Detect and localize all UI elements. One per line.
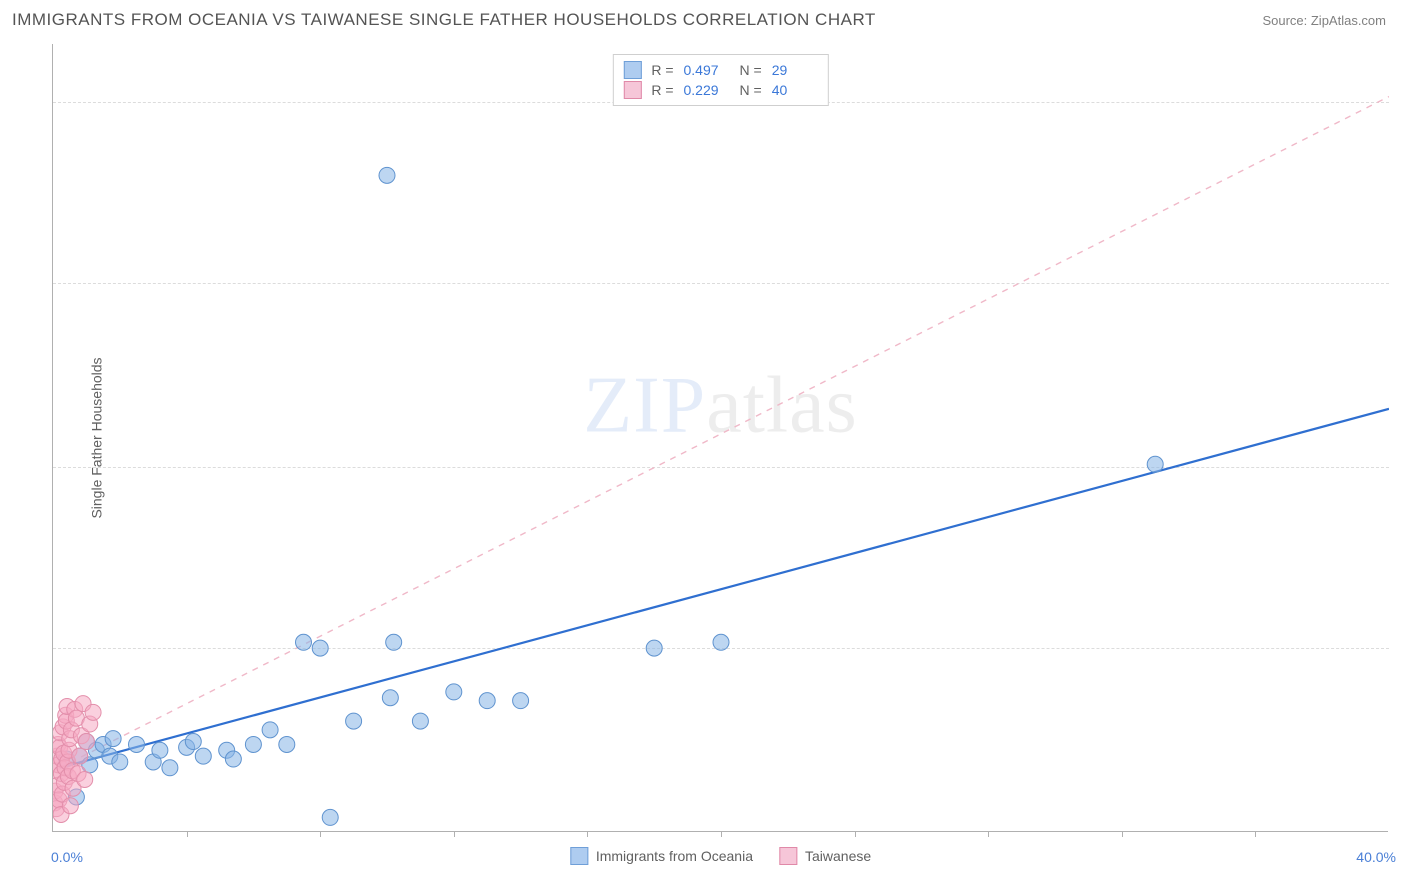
point-oceania [279, 736, 295, 752]
plot-area: ZIPatlas 6.3%12.5%18.8%25.0% R = 0.497 N… [52, 44, 1388, 832]
point-oceania [379, 167, 395, 183]
point-taiwanese [72, 748, 88, 764]
x-min-label: 0.0% [51, 849, 83, 865]
point-oceania [386, 634, 402, 650]
point-oceania [322, 809, 338, 825]
point-oceania [312, 640, 328, 656]
point-oceania [513, 693, 529, 709]
point-oceania [225, 751, 241, 767]
point-oceania [105, 731, 121, 747]
plot-wrapper: Single Father Households ZIPatlas 6.3%12… [52, 44, 1388, 832]
point-taiwanese [62, 798, 78, 814]
legend-label-taiwanese: Taiwanese [805, 848, 871, 864]
r-label-1: R = [651, 62, 673, 78]
stats-row-1: R = 0.497 N = 29 [623, 60, 817, 80]
point-oceania [1147, 456, 1163, 472]
swatch-blue-icon [623, 61, 641, 79]
point-taiwanese [85, 704, 101, 720]
point-taiwanese [78, 734, 94, 750]
source-prefix: Source: [1262, 13, 1310, 28]
x-max-label: 40.0% [1356, 849, 1396, 865]
point-oceania [129, 736, 145, 752]
swatch-pink-icon [623, 81, 641, 99]
point-oceania [245, 736, 261, 752]
scatter-svg [53, 44, 1389, 832]
point-oceania [346, 713, 362, 729]
point-oceania [479, 693, 495, 709]
legend-swatch-pink-icon [779, 847, 797, 865]
legend-item-taiwanese: Taiwanese [779, 847, 871, 865]
legend-item-oceania: Immigrants from Oceania [570, 847, 753, 865]
n-label-1: N = [740, 62, 762, 78]
point-oceania [412, 713, 428, 729]
legend-swatch-blue-icon [570, 847, 588, 865]
stats-row-2: R = 0.229 N = 40 [623, 80, 817, 100]
point-oceania [152, 742, 168, 758]
point-oceania [112, 754, 128, 770]
point-oceania [162, 760, 178, 776]
n-label-2: N = [740, 82, 762, 98]
point-oceania [296, 634, 312, 650]
trend-line [60, 409, 1389, 768]
legend-label-oceania: Immigrants from Oceania [596, 848, 753, 864]
source-label: Source: ZipAtlas.com [1262, 13, 1386, 28]
source-name: ZipAtlas.com [1311, 13, 1386, 28]
r-value-1: 0.497 [684, 62, 730, 78]
point-oceania [382, 690, 398, 706]
chart-title: IMMIGRANTS FROM OCEANIA VS TAIWANESE SIN… [12, 10, 876, 30]
point-oceania [646, 640, 662, 656]
point-taiwanese [77, 771, 93, 787]
point-oceania [195, 748, 211, 764]
trend-line [60, 97, 1389, 768]
point-oceania [446, 684, 462, 700]
r-value-2: 0.229 [684, 82, 730, 98]
stats-legend: R = 0.497 N = 29 R = 0.229 N = 40 [612, 54, 828, 106]
r-label-2: R = [651, 82, 673, 98]
point-oceania [262, 722, 278, 738]
n-value-2: 40 [772, 82, 818, 98]
point-oceania [713, 634, 729, 650]
point-oceania [185, 734, 201, 750]
bottom-legend: Immigrants from Oceania Taiwanese [570, 847, 871, 865]
n-value-1: 29 [772, 62, 818, 78]
